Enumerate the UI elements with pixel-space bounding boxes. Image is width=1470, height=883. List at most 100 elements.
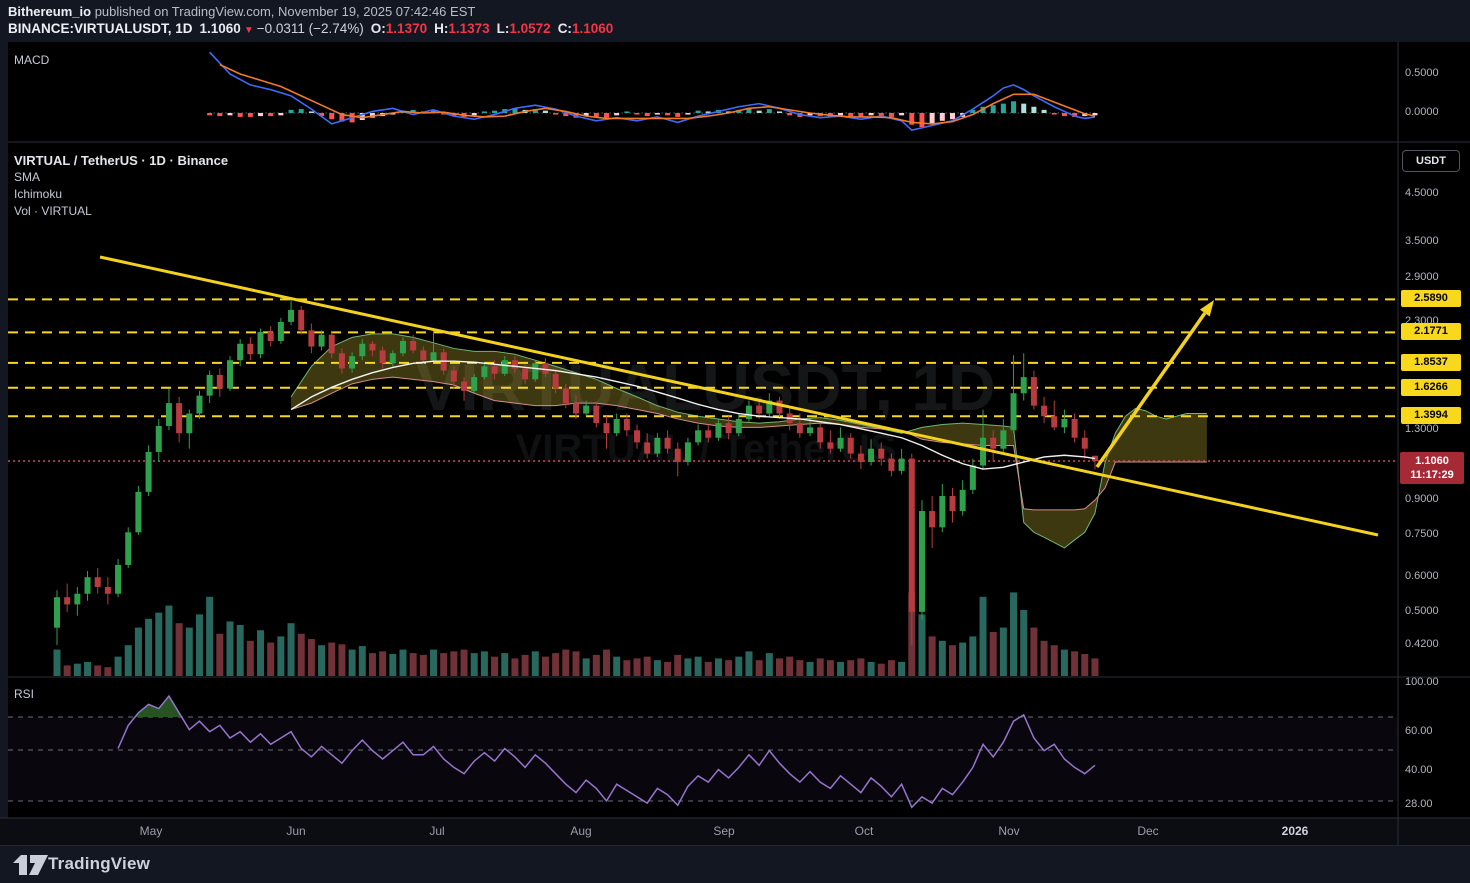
price-axis-label: 1.3000 (1405, 423, 1439, 436)
candle (186, 409, 193, 449)
candle (298, 306, 305, 335)
macd-axis-label: 0.5000 (1405, 67, 1439, 79)
candle (532, 360, 539, 382)
sma-legend-item[interactable]: SMA (14, 170, 41, 184)
candle (725, 416, 732, 440)
high-value: 1.1373 (448, 21, 490, 36)
candle (1000, 418, 1007, 452)
candle (74, 586, 81, 616)
candle (562, 383, 569, 409)
publish-info: Bithereum_io published on TradingView.co… (8, 4, 475, 19)
price-axis-label: 2.9000 (1405, 270, 1439, 283)
open-label: O: (370, 21, 386, 36)
candle (247, 337, 254, 361)
low-label: L: (496, 21, 510, 36)
candle (359, 339, 366, 361)
candle (257, 328, 264, 359)
rsi-pane-legend[interactable]: RSI (14, 686, 34, 703)
author-name: Bithereum_io (8, 4, 92, 19)
candle (145, 445, 152, 496)
candle (1020, 353, 1027, 401)
candle (461, 377, 468, 401)
chart-title[interactable]: VIRTUAL / TetherUS · 1D · Binance (14, 153, 229, 168)
candle (929, 495, 936, 548)
candle (613, 413, 620, 437)
candle (135, 485, 142, 535)
descending-trendline[interactable] (99, 255, 1379, 537)
candle (54, 590, 60, 645)
macd-line (209, 51, 1096, 132)
candle (949, 487, 956, 523)
price-axis-label: 3.5000 (1405, 235, 1439, 248)
candle (288, 299, 295, 326)
rsi-axis-label: 100.00 (1405, 676, 1439, 688)
price-axis-label: 0.4200 (1405, 637, 1439, 650)
time-axis-label: May (139, 824, 163, 838)
candle (1041, 396, 1048, 424)
candle (572, 395, 579, 419)
candle (695, 424, 702, 446)
price-level-tag: 2.1771 (1401, 323, 1461, 341)
candle (766, 393, 773, 417)
low-value: 1.0572 (509, 21, 551, 36)
time-axis[interactable]: May Jun Jul Aug Sep Oct Nov Dec 2026 (0, 818, 1470, 845)
candle (1030, 370, 1037, 410)
rsi-axis-label: 60.00 (1405, 725, 1433, 737)
tradingview-wordmark[interactable]: TradingView (48, 854, 151, 873)
candle (888, 453, 895, 477)
candle (939, 483, 946, 533)
time-strip-background (0, 818, 1470, 845)
candle (226, 356, 233, 391)
main-pane-legend: VIRTUAL / TetherUS · 1D · Binance SMA Ic… (14, 152, 228, 220)
time-axis-label: 2026 (1281, 824, 1309, 838)
candle (84, 570, 91, 601)
candle (196, 390, 203, 419)
candle (328, 332, 335, 359)
candle (1010, 355, 1017, 434)
rsi-line (117, 694, 1096, 809)
candlestick-series (54, 299, 1098, 645)
candle (155, 418, 162, 463)
volume-legend-item[interactable]: Vol · VIRTUAL (14, 204, 92, 218)
macd-axis-label: 0.0000 (1405, 106, 1439, 118)
time-axis-label: Sep (713, 824, 735, 838)
time-axis-label: Jun (286, 824, 306, 838)
candle (379, 346, 386, 369)
rsi-label[interactable]: RSI (14, 687, 35, 701)
tradingview-logo-icon[interactable] (13, 855, 49, 876)
candle (338, 348, 345, 374)
ichimoku-legend-item[interactable]: Ichimoku (14, 187, 63, 201)
close-value: 1.1060 (571, 21, 614, 36)
breakout-arrow[interactable] (1095, 312, 1207, 469)
price-axis-label: 0.5000 (1405, 604, 1439, 617)
currency-toggle-button[interactable]: USDT (1402, 150, 1460, 172)
candle (898, 448, 905, 475)
macd-label[interactable]: MACD (14, 53, 50, 67)
candle (237, 339, 244, 367)
price-axis-label: 0.6000 (1405, 570, 1439, 583)
candle (776, 396, 783, 419)
senkou-b-line (290, 376, 1207, 511)
macd-pane-legend[interactable]: MACD (14, 52, 49, 69)
candle (745, 400, 752, 422)
price-axis[interactable]: USDT 1.1060 11:17:29 4.5000 3.5000 2.9000 2… (1398, 42, 1470, 818)
candle (878, 442, 885, 466)
candle (176, 396, 183, 443)
candle (807, 418, 814, 437)
candle (277, 317, 284, 344)
candle (593, 403, 600, 428)
candle (125, 527, 132, 568)
last-price-tag: 1.1060 11:17:29 (1400, 452, 1464, 484)
candle (450, 366, 457, 389)
time-axis-label: Aug (570, 824, 592, 838)
price-level-tag: 1.6266 (1401, 378, 1461, 396)
publish-text: published on TradingView.com, November 1… (91, 4, 476, 19)
candle (420, 346, 427, 365)
candle (827, 430, 834, 454)
candle (684, 437, 691, 466)
chart-marks (8, 51, 1398, 809)
candle (634, 424, 641, 449)
price-axis-label: 4.5000 (1405, 187, 1439, 200)
